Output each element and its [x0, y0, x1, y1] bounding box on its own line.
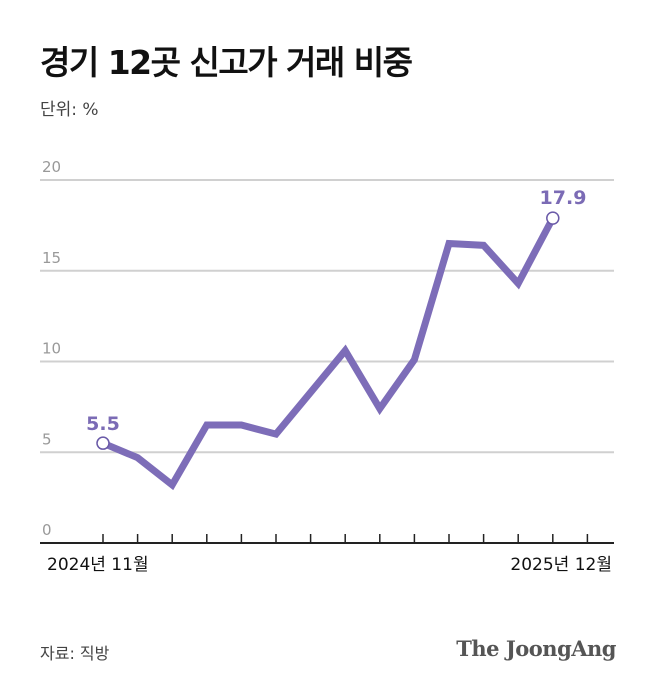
publisher-logo: The JoongAng [456, 636, 616, 661]
y-tick-label: 5 [42, 430, 52, 448]
y-tick-label: 20 [42, 158, 61, 176]
data-line [101, 216, 556, 491]
unit-label: 단위: % [40, 100, 99, 120]
chart-title: 경기 12곳 신고가 거래 비중 [40, 43, 413, 82]
y-tick-label: 10 [42, 340, 61, 358]
x-tick-label-first: 2024년 11월 [47, 555, 149, 575]
data-point [546, 211, 560, 225]
x-tick-label-last: 2025년 12월 [510, 555, 612, 575]
data-point [96, 436, 110, 450]
line-chart: 0 5 10 15 20 2024년 11월 2025년 12월 5.5 17.9 [40, 158, 614, 575]
source-label: 자료: 직방 [40, 644, 110, 663]
data-label-first: 5.5 [86, 413, 120, 435]
data-label-last: 17.9 [540, 187, 587, 209]
y-tick-label: 15 [42, 249, 61, 267]
y-tick-label: 0 [42, 521, 52, 539]
